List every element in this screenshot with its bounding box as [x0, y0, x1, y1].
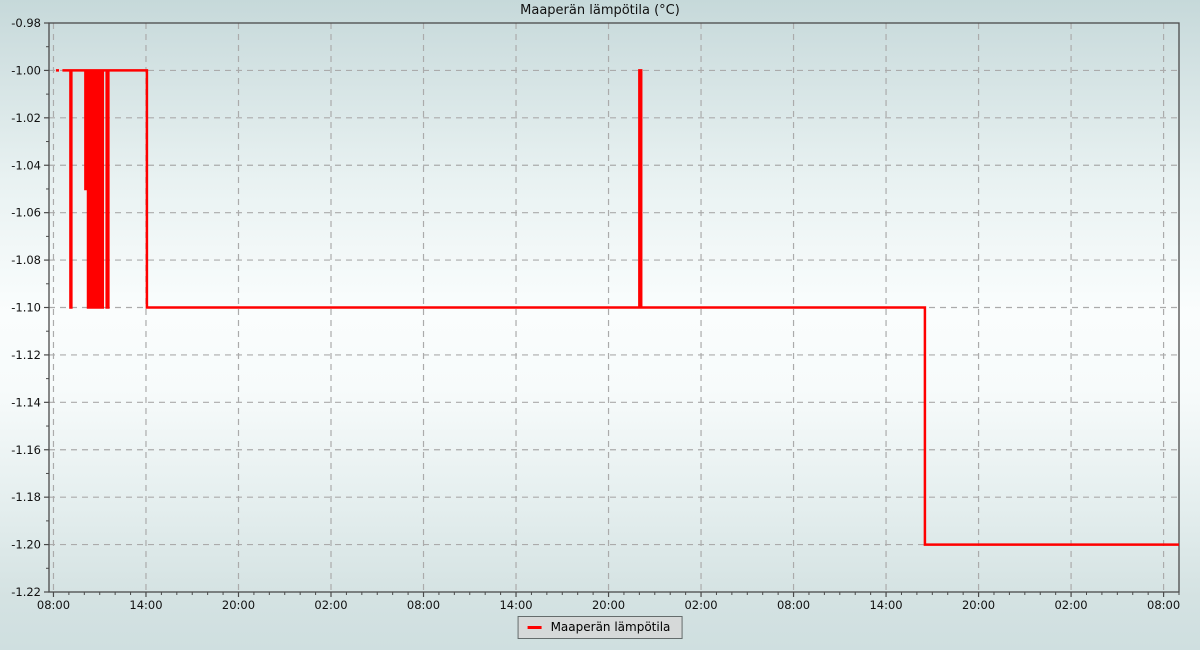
x-tick-label: 08:00 [1147, 598, 1180, 612]
y-tick-label: -1.18 [11, 490, 41, 504]
x-tick-label: 02:00 [1054, 598, 1087, 612]
y-tick-label: -1.08 [11, 253, 41, 267]
y-tick-label: -1.12 [11, 348, 41, 362]
y-tick-label: -1.10 [11, 301, 41, 315]
x-tick-label: 14:00 [129, 598, 162, 612]
x-tick-label: 02:00 [314, 598, 347, 612]
chart-title: Maaperän lämpötila (°C) [520, 3, 680, 18]
x-tick-label: 14:00 [499, 598, 532, 612]
x-tick-label: 08:00 [37, 598, 70, 612]
y-tick-label: -1.00 [11, 63, 41, 77]
y-tick-label: -1.14 [11, 395, 41, 409]
x-tick-label: 14:00 [869, 598, 902, 612]
temperature-series-line [55, 69, 1179, 546]
y-tick-label: -1.04 [11, 158, 41, 172]
x-tick-label: 20:00 [222, 598, 255, 612]
legend-line-swatch-icon [527, 625, 542, 629]
x-tick-label: 08:00 [777, 598, 810, 612]
x-tick-label: 20:00 [592, 598, 625, 612]
y-tick-label: -1.22 [11, 585, 41, 599]
y-tick-label: -1.20 [11, 538, 41, 552]
legend: Maaperän lämpötila [517, 616, 683, 639]
y-tick-label: -1.16 [11, 443, 41, 457]
y-tick-label: -1.06 [11, 206, 41, 220]
x-tick-label: 08:00 [407, 598, 440, 612]
x-tick-label: 20:00 [962, 598, 995, 612]
y-tick-label: -1.02 [11, 111, 41, 125]
legend-label: Maaperän lämpötila [550, 620, 671, 634]
x-tick-label: 02:00 [684, 598, 717, 612]
y-tick-label: -0.98 [11, 16, 41, 30]
